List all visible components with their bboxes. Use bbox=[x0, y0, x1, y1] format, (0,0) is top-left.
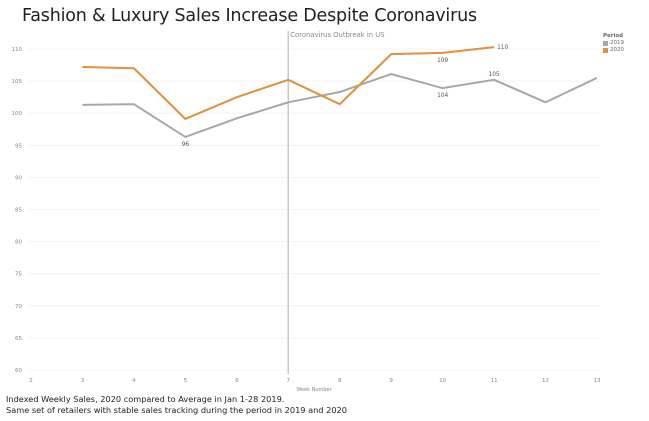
legend-swatch bbox=[603, 40, 608, 46]
y-tick-label: 85 bbox=[15, 208, 22, 214]
y-tick-label: 105 bbox=[12, 79, 23, 85]
data-point-2019 bbox=[184, 136, 186, 138]
y-tick-label: 70 bbox=[15, 304, 22, 310]
data-label: 104 bbox=[437, 93, 448, 99]
x-tick-label: 10 bbox=[439, 378, 446, 384]
data-point-2020 bbox=[287, 79, 289, 81]
series-line-2020 bbox=[82, 46, 495, 121]
legend-label: 2019 bbox=[610, 40, 624, 46]
y-tick-label: 100 bbox=[12, 111, 23, 117]
x-tick-label: 8 bbox=[338, 378, 342, 384]
x-tick-label: 12 bbox=[542, 378, 549, 384]
data-point-2020 bbox=[133, 67, 135, 69]
legend-label: 2020 bbox=[610, 47, 624, 53]
y-tick-label: 65 bbox=[15, 336, 22, 342]
x-tick-label: 2 bbox=[29, 378, 33, 384]
caption-line-2: Same set of retailers with stable sales … bbox=[6, 405, 347, 415]
reference-line-label: Coronavirus Outbreak in US bbox=[290, 31, 384, 39]
data-point-2020 bbox=[236, 96, 238, 98]
legend-item-2020[interactable]: 2020 bbox=[603, 47, 624, 53]
legend: Period 2019 2020 bbox=[603, 33, 624, 53]
data-point-2019 bbox=[133, 103, 135, 105]
legend-swatch bbox=[603, 47, 608, 53]
y-tick-label: 110 bbox=[12, 47, 23, 53]
data-point-2019 bbox=[596, 77, 598, 79]
y-tick-label: 75 bbox=[15, 272, 22, 278]
x-tick-label: 5 bbox=[184, 378, 188, 384]
data-point-2019 bbox=[81, 104, 83, 106]
legend-title: Period bbox=[603, 33, 624, 39]
data-point-2019 bbox=[390, 73, 392, 75]
data-point-2020 bbox=[339, 103, 341, 105]
data-point-2019 bbox=[545, 101, 547, 103]
data-point-2020 bbox=[493, 46, 495, 48]
x-tick-label: 7 bbox=[287, 378, 291, 384]
data-point-2020 bbox=[442, 52, 444, 54]
y-tick-label: 90 bbox=[15, 175, 22, 181]
x-tick-label: 4 bbox=[132, 378, 136, 384]
y-tick-label: 60 bbox=[15, 368, 22, 374]
y-tick-label: 80 bbox=[15, 240, 22, 246]
caption-line-1: Indexed Weekly Sales, 2020 compared to A… bbox=[6, 394, 285, 404]
data-point-2019 bbox=[287, 101, 289, 103]
data-point-2020 bbox=[184, 118, 186, 120]
x-tick-label: 11 bbox=[491, 378, 498, 384]
x-tick-label: 6 bbox=[235, 378, 239, 384]
data-point-2020 bbox=[390, 53, 392, 55]
data-label: 96 bbox=[182, 142, 190, 148]
legend-item-2019[interactable]: 2019 bbox=[603, 40, 624, 46]
chart-title: Fashion & Luxury Sales Increase Despite … bbox=[22, 6, 477, 26]
series-line-2019 bbox=[82, 72, 598, 139]
data-point-2020 bbox=[81, 66, 83, 68]
x-tick-label: 3 bbox=[81, 378, 85, 384]
data-point-2019 bbox=[493, 79, 495, 81]
data-label: 109 bbox=[437, 58, 448, 64]
data-label: 110 bbox=[497, 45, 508, 51]
y-tick-label: 95 bbox=[15, 143, 22, 149]
data-label: 105 bbox=[489, 72, 500, 78]
data-point-2019 bbox=[442, 87, 444, 89]
x-tick-label: 13 bbox=[594, 378, 601, 384]
x-tick-label: 9 bbox=[389, 378, 393, 384]
data-point-2019 bbox=[339, 91, 341, 93]
data-point-2019 bbox=[236, 117, 238, 119]
x-axis-title: Week Number bbox=[296, 387, 332, 393]
